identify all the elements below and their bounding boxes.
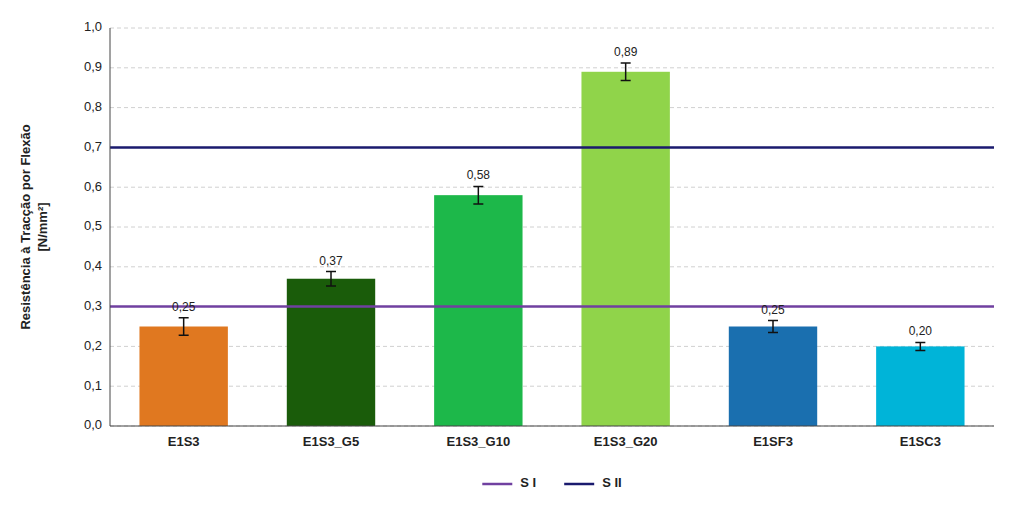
- data-label: 0,25: [172, 300, 196, 314]
- grid-line: [110, 67, 994, 68]
- legend-label: S I: [520, 475, 536, 490]
- y-tick-label: 0,0: [84, 417, 102, 432]
- x-axis-line: [110, 426, 994, 427]
- y-axis-label-line: Resistência à Tracção por Flexão: [18, 124, 33, 329]
- y-tick-label: 0,3: [84, 298, 102, 313]
- x-tick-label: E1S3_G5: [303, 434, 359, 449]
- grid: [110, 28, 994, 426]
- x-tick-label: E1SF3: [753, 434, 793, 449]
- error-bar: [915, 342, 925, 350]
- bar: [581, 72, 669, 426]
- y-tick-label: 0,8: [84, 99, 102, 114]
- x-tick-label: E1S3: [168, 434, 200, 449]
- grid-line: [110, 266, 994, 267]
- y-axis-ticks: 0,0 0,1 0,2 0,3 0,4 0,5 0,6 0,7 0,8 0,9 1,0: [84, 19, 102, 432]
- grid-line: [110, 306, 994, 307]
- bar: [729, 327, 817, 427]
- bar: [139, 327, 227, 427]
- data-label: 0,20: [909, 324, 933, 338]
- data-label: 0,89: [614, 45, 638, 59]
- grid-line: [110, 386, 994, 387]
- x-tick-label: E1SC3: [900, 434, 941, 449]
- grid-line: [110, 107, 994, 108]
- y-axis-label: Resistência à Tracção por Flexão[N/mm²]: [18, 124, 50, 329]
- grid-line: [110, 147, 994, 148]
- data-label: 0,37: [319, 254, 343, 268]
- grid-line: [110, 28, 994, 29]
- y-tick-label: 0,7: [84, 139, 102, 154]
- legend: S I S II: [482, 475, 621, 490]
- y-axis-label-line: [N/mm²]: [35, 202, 50, 251]
- legend-item: S II: [564, 475, 622, 490]
- bar: [287, 279, 375, 426]
- y-axis-line: [110, 28, 111, 426]
- bar: [434, 195, 522, 426]
- error-bar: [621, 63, 631, 81]
- reference-line: [110, 146, 994, 149]
- legend-swatch: [564, 483, 594, 486]
- y-tick-label: 0,1: [84, 378, 102, 393]
- y-tick-label: 1,0: [84, 19, 102, 34]
- y-tick-label: 0,5: [84, 218, 102, 233]
- x-tick-label: E1S3_G20: [594, 434, 658, 449]
- x-tick-label: E1S3_G10: [447, 434, 511, 449]
- y-tick-label: 0,4: [84, 258, 102, 273]
- x-axis-ticks: E1S3 E1S3_G5 E1S3_G10 E1S3_G20 E1SF3 E1SC3: [168, 434, 941, 449]
- grid-line: [110, 187, 994, 188]
- data-label: 0,58: [467, 168, 491, 182]
- reference-line: [110, 305, 994, 308]
- y-tick-label: 0,6: [84, 179, 102, 194]
- grid-line: [110, 346, 994, 347]
- y-tick-label: 0,9: [84, 59, 102, 74]
- error-bar: [473, 186, 483, 204]
- grid-line: [110, 227, 994, 228]
- error-bar: [179, 318, 189, 336]
- reference-lines: [110, 147, 994, 306]
- error-bar: [768, 321, 778, 333]
- legend-item: S I: [482, 475, 536, 490]
- error-bar: [326, 272, 336, 286]
- legend-swatch: [482, 483, 512, 486]
- chart: 0,0 0,1 0,2 0,3 0,4 0,5 0,6 0,7 0,8 0,9 1,0 0,25 0,3…: [0, 0, 1024, 512]
- legend-label: S II: [602, 475, 622, 490]
- bar: [876, 346, 964, 426]
- bars: [139, 72, 964, 426]
- data-label: 0,25: [761, 303, 785, 317]
- error-bars: [179, 63, 926, 350]
- y-tick-label: 0,2: [84, 338, 102, 353]
- grid-line: [110, 426, 994, 427]
- data-labels: 0,25 0,37 0,58 0,89 0,25 0,20: [172, 45, 932, 338]
